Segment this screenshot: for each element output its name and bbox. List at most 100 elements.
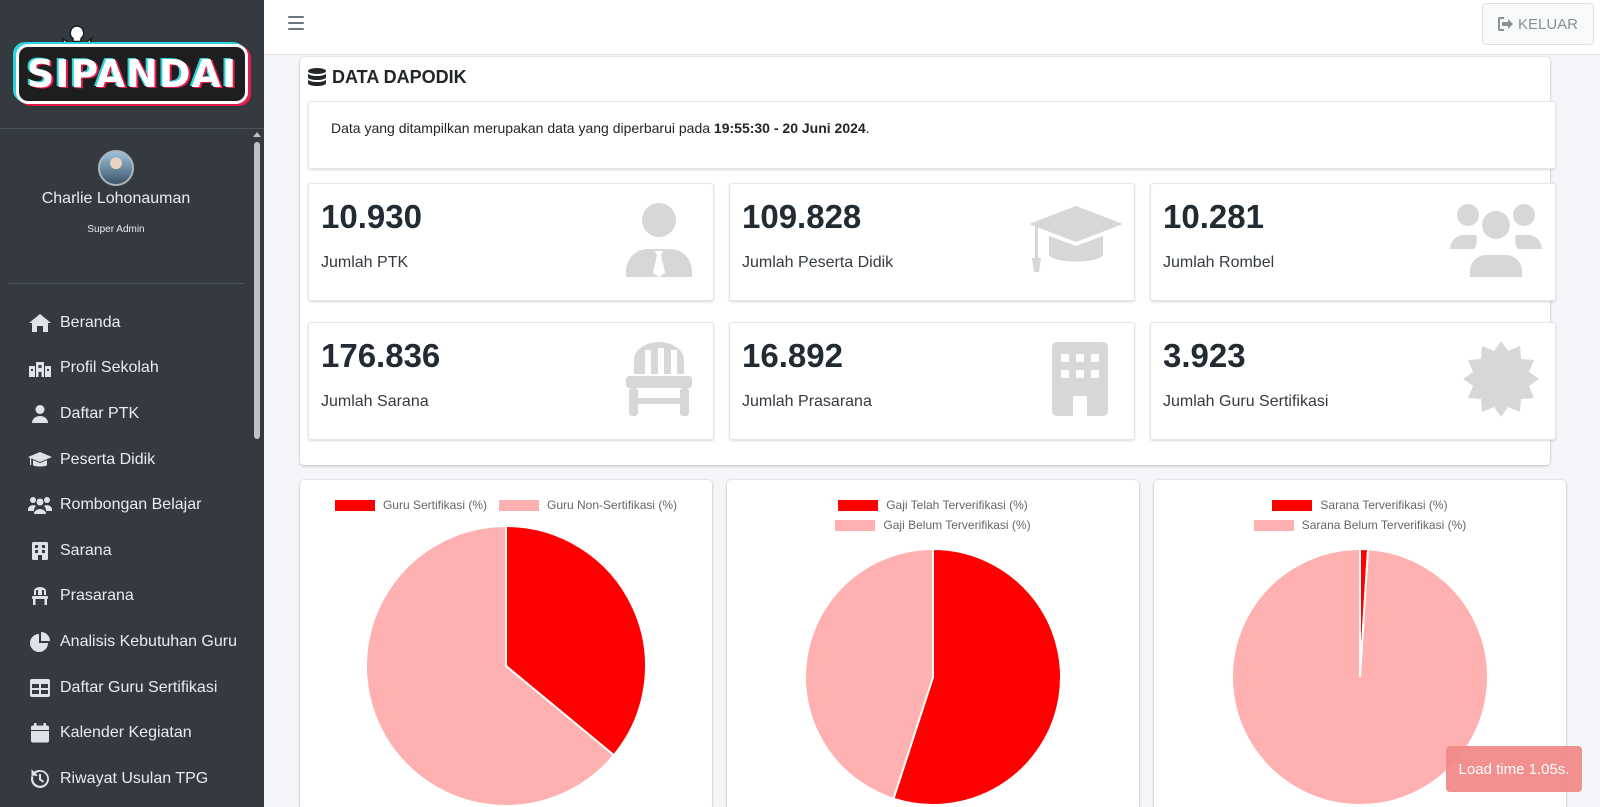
sidebar-item-label: Prasarana [60,587,134,605]
calendar-icon [28,723,52,743]
stat-card-sarana[interactable]: 176.836 Jumlah Sarana [308,322,714,440]
legend-swatch [1253,519,1294,531]
legend-item[interactable]: Sarana Belum Terverifikasi (%) [1253,518,1466,532]
stat-card-peserta-didik[interactable]: 109.828 Jumlah Peserta Didik [729,183,1135,301]
building-icon [1040,339,1120,419]
pie-slice-primary[interactable] [892,547,1062,806]
pie-slice-secondary[interactable] [365,524,616,807]
logout-button[interactable]: KELUAR [1482,3,1594,45]
stat-label: Jumlah Rombel [1163,254,1275,271]
brand[interactable]: SIPANDAI [0,0,264,129]
chart-card-sertifikasi: Guru Sertifikasi (%) Guru Non-Sertifikas… [300,480,712,807]
stat-label: Jumlah Guru Sertifikasi [1163,393,1329,410]
stat-label: Jumlah Sarana [321,393,429,410]
sidebar-item-profil-sekolah[interactable]: Profil Sekolah [0,346,251,392]
users-icon [28,495,52,515]
legend-swatch [499,499,539,511]
building-icon [28,541,52,561]
legend-label: Gaji Belum Terverifikasi (%) [883,518,1031,532]
sidebar-nav: Beranda Profil Sekolah Daftar PTK Pesert… [0,300,251,802]
sidebar-item-analisis-kebutuhan-guru[interactable]: Analisis Kebutuhan Guru [0,619,251,665]
sidebar-item-beranda[interactable]: Beranda [0,300,251,346]
legend-swatch [334,499,375,511]
stat-card-guru-sertifikasi[interactable]: 3.923 Jumlah Guru Sertifikasi [1150,322,1556,440]
pie-chart [365,524,647,807]
stat-value: 10.281 [1163,198,1264,235]
user-tie-icon [28,404,52,424]
scroll-up-arrow[interactable] [253,132,261,137]
chair-icon [619,339,699,419]
avatar[interactable] [98,150,134,186]
table-icon [28,678,52,698]
chart-card-gaji: Gaji Telah Terverifikasi (%) Gaji Belum … [727,480,1139,807]
sidebar-divider [8,283,244,284]
info-suffix: . [865,120,870,136]
legend-item[interactable]: Guru Sertifikasi (%) [334,498,487,512]
sidebar-item-sarana[interactable]: Sarana [0,528,251,574]
graduation-cap-icon [28,450,52,470]
sidebar-item-label: Sarana [60,541,112,559]
legend-item[interactable]: Guru Non-Sertifikasi (%) [499,498,677,512]
brand-logo[interactable]: SIPANDAI [16,24,248,110]
home-icon [28,313,52,333]
stat-card-prasarana[interactable]: 16.892 Jumlah Prasarana [729,322,1135,440]
sidebar-item-daftar-guru-sertifikasi[interactable]: Daftar Guru Sertifikasi [0,665,251,711]
legend-item[interactable]: Gaji Belum Terverifikasi (%) [835,518,1031,532]
legend-swatch [1272,499,1313,511]
user-role: Super Admin [87,224,145,235]
stat-card-rombel[interactable]: 10.281 Jumlah Rombel [1150,183,1556,301]
pie-slice-primary[interactable] [505,524,647,757]
sidebar-item-riwayat-usulan-tpg[interactable]: Riwayat Usulan TPG [0,756,251,802]
pie-chart [804,547,1062,806]
pie-slice-secondary[interactable] [804,547,934,800]
legend-label: Sarana Terverifikasi (%) [1320,498,1448,512]
main-content: DATA DAPODIK Data yang ditampilkan merup… [264,55,1600,807]
graduation-cap-icon [1028,200,1124,280]
page-title-text: DATA DAPODIK [332,67,467,87]
stat-value: 109.828 [742,198,862,235]
sidebar-item-label: Daftar PTK [60,404,140,422]
sidebar-item-label: Profil Sekolah [60,359,159,377]
sidebar-item-label: Riwayat Usulan TPG [60,769,209,787]
logout-label: KELUAR [1517,15,1579,33]
info-time: 19:55:30 - 20 Juni 2024 [713,120,866,136]
sidebar: SIPANDAI Charlie Lohonauman Super Admin … [0,0,264,807]
stat-card-ptk[interactable]: 10.930 Jumlah PTK [308,183,714,301]
chart-pie-icon [28,631,52,652]
menu-toggle-icon[interactable] [288,16,304,32]
sidebar-item-rombongan-belajar[interactable]: Rombongan Belajar [0,482,251,528]
info-prefix: Data yang ditampilkan merupakan data yan… [331,120,714,136]
sidebar-scroll-thumb[interactable] [254,142,260,439]
stat-value: 176.836 [321,337,441,374]
certificate-icon [1461,339,1541,419]
stat-label: Jumlah Peserta Didik [742,254,894,271]
legend-label: Guru Non-Sertifikasi (%) [547,498,678,512]
chart-legend: Guru Sertifikasi (%) Guru Non-Sertifikas… [300,498,712,512]
user-panel[interactable]: Charlie Lohonauman Super Admin [0,150,232,235]
sidebar-item-label: Beranda [60,313,121,331]
legend-item[interactable]: Gaji Telah Terverifikasi (%) [838,498,1028,512]
chair-icon [28,586,52,606]
sidebar-item-peserta-didik[interactable]: Peserta Didik [0,437,251,483]
history-icon [28,768,52,789]
stat-value: 16.892 [742,337,843,374]
sidebar-item-label: Analisis Kebutuhan Guru [60,632,237,650]
stat-label: Jumlah Prasarana [742,393,872,410]
sidebar-item-label: Rombongan Belajar [60,496,202,514]
sidebar-item-daftar-ptk[interactable]: Daftar PTK [0,391,251,437]
stat-label: Jumlah PTK [321,254,409,271]
legend-item[interactable]: Sarana Terverifikasi (%) [1272,498,1448,512]
chart-legend: Sarana Terverifikasi (%) Sarana Belum Te… [1154,498,1566,532]
school-icon [28,358,52,378]
sidebar-item-label: Daftar Guru Sertifikasi [60,678,218,696]
user-tie-icon [619,200,699,280]
brand-text: SIPANDAI [26,52,238,96]
sidebar-item-label: Peserta Didik [60,450,156,468]
legend-swatch [838,499,879,511]
pie-slice-secondary[interactable] [1231,547,1489,806]
sidebar-item-prasarana[interactable]: Prasarana [0,574,251,620]
sidebar-item-kalender-kegiatan[interactable]: Kalender Kegiatan [0,710,251,756]
sign-out-icon [1497,17,1513,31]
update-info: Data yang ditampilkan merupakan data yan… [308,101,1556,169]
stat-value: 10.930 [321,198,422,235]
